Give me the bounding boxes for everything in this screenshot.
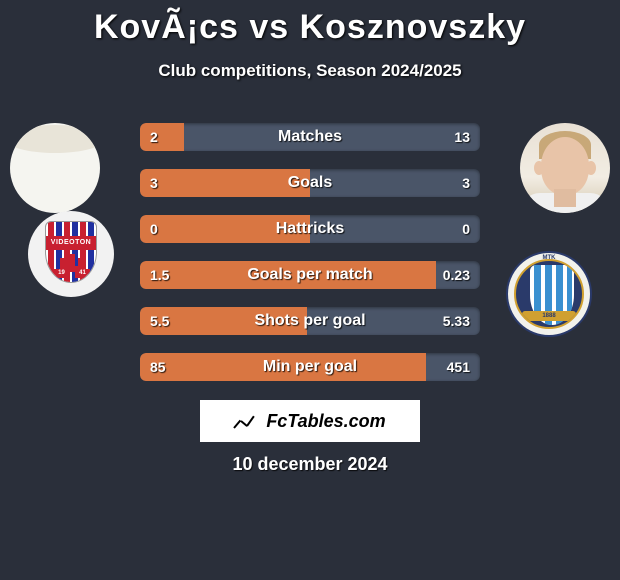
comparison-bars: Matches2 13 Goals3 3 Hattricks0 0 Goals per ma… (140, 123, 480, 399)
player-left-photo-placeholder (10, 125, 100, 153)
bar-label: Goals (140, 169, 480, 197)
bar-value-left: 1.5 (150, 261, 169, 289)
club-left-crest: VIDEOTON 19 41 (45, 221, 97, 283)
bar-row: Goals per match1.5 0.23 (140, 261, 480, 289)
bar-value-right: 451 (447, 353, 470, 381)
club-badge-left: VIDEOTON 19 41 (28, 211, 114, 297)
bar-value-left: 0 (150, 215, 158, 243)
bar-value-right: 5.33 (443, 307, 470, 335)
bar-value-left: 5.5 (150, 307, 169, 335)
bar-value-right: 13 (454, 123, 470, 151)
bar-label: Matches (140, 123, 480, 151)
club-right-inner: 1888 (514, 259, 584, 329)
bar-row: Matches2 13 (140, 123, 480, 151)
club-badge-right: MTK 1888 (506, 251, 592, 337)
bar-value-right: 3 (462, 169, 470, 197)
page-title: KovÃ¡cs vs Kosznovszky (0, 0, 620, 47)
player-left-photo (10, 123, 100, 213)
player-right-photo (520, 123, 610, 213)
date-text: 10 december 2024 (0, 454, 620, 475)
bar-row: Hattricks0 0 (140, 215, 480, 243)
bar-row: Goals3 3 (140, 169, 480, 197)
bar-label: Hattricks (140, 215, 480, 243)
bar-label: Goals per match (140, 261, 480, 289)
bar-label: Min per goal (140, 353, 480, 381)
bar-value-right: 0 (462, 215, 470, 243)
club-right-ribbon: 1888 (522, 311, 576, 321)
bar-row: Shots per goal5.5 5.33 (140, 307, 480, 335)
bar-value-left: 2 (150, 123, 158, 151)
bar-row: Min per goal85 451 (140, 353, 480, 381)
bar-value-right: 0.23 (443, 261, 470, 289)
chart-line-icon (234, 411, 260, 431)
bar-label: Shots per goal (140, 307, 480, 335)
footer-brand-text: FcTables.com (266, 411, 385, 432)
page-subtitle: Club competitions, Season 2024/2025 (0, 61, 620, 81)
club-left-name: VIDEOTON (46, 236, 96, 250)
club-left-year: 19 41 (54, 269, 90, 278)
bar-value-left: 3 (150, 169, 158, 197)
footer-brand[interactable]: FcTables.com (200, 400, 420, 442)
bar-value-left: 85 (150, 353, 166, 381)
